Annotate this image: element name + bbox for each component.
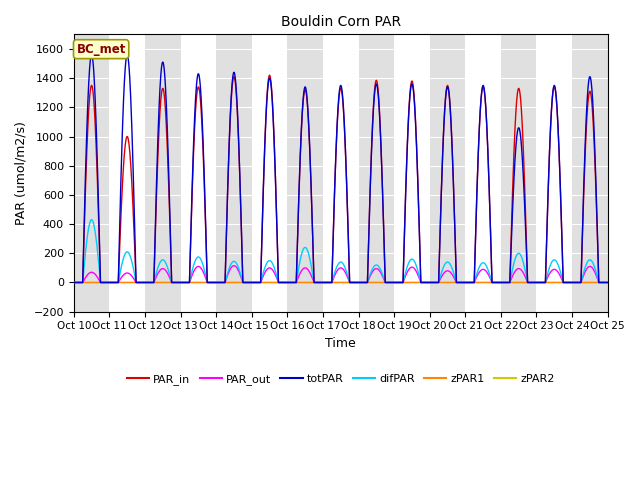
Bar bbox=[572, 35, 608, 312]
zPAR1 bbox=[593, 280, 601, 286]
difPAR bbox=[88, 217, 95, 223]
PAR_in bbox=[593, 226, 601, 232]
zPAR2 bbox=[70, 280, 77, 286]
PAR_in bbox=[298, 120, 305, 126]
difPAR bbox=[70, 280, 77, 286]
difPAR bbox=[593, 273, 601, 279]
PAR_in bbox=[536, 280, 543, 286]
zPAR2 bbox=[131, 280, 138, 286]
totPAR bbox=[88, 52, 95, 58]
zPAR1 bbox=[275, 280, 282, 286]
PAR_out bbox=[230, 263, 238, 269]
Bar bbox=[74, 35, 109, 312]
PAR_out bbox=[163, 268, 170, 274]
Y-axis label: PAR (umol/m2/s): PAR (umol/m2/s) bbox=[15, 121, 28, 225]
Bar bbox=[216, 35, 252, 312]
zPAR2 bbox=[536, 280, 543, 286]
zPAR1 bbox=[298, 280, 305, 286]
difPAR bbox=[298, 251, 305, 256]
PAR_in bbox=[275, 280, 282, 286]
Line: difPAR: difPAR bbox=[74, 220, 607, 283]
totPAR bbox=[536, 280, 543, 286]
X-axis label: Time: Time bbox=[325, 337, 356, 350]
totPAR bbox=[604, 280, 611, 286]
zPAR2 bbox=[604, 280, 611, 286]
PAR_out bbox=[604, 280, 611, 286]
Bar bbox=[501, 35, 536, 312]
zPAR1 bbox=[604, 280, 611, 286]
PAR_in bbox=[604, 280, 611, 286]
zPAR2 bbox=[275, 280, 282, 286]
Line: PAR_in: PAR_in bbox=[74, 75, 607, 283]
Title: Bouldin Corn PAR: Bouldin Corn PAR bbox=[281, 15, 401, 29]
Bar bbox=[287, 35, 323, 312]
PAR_out bbox=[70, 280, 77, 286]
Bar bbox=[358, 35, 394, 312]
totPAR bbox=[70, 280, 77, 286]
difPAR bbox=[536, 280, 543, 286]
difPAR bbox=[163, 262, 170, 267]
difPAR bbox=[131, 273, 139, 279]
zPAR2 bbox=[593, 280, 601, 286]
PAR_out bbox=[536, 280, 543, 286]
zPAR1 bbox=[70, 280, 77, 286]
totPAR bbox=[275, 280, 282, 286]
totPAR bbox=[593, 222, 601, 228]
Line: PAR_out: PAR_out bbox=[74, 266, 607, 283]
PAR_in bbox=[70, 280, 77, 286]
Bar bbox=[429, 35, 465, 312]
PAR_out bbox=[298, 267, 305, 273]
difPAR bbox=[275, 280, 282, 286]
totPAR bbox=[163, 106, 170, 111]
PAR_in bbox=[131, 243, 138, 249]
difPAR bbox=[604, 280, 611, 286]
Text: BC_met: BC_met bbox=[76, 43, 126, 56]
totPAR bbox=[298, 118, 305, 123]
PAR_out bbox=[131, 277, 138, 283]
Line: totPAR: totPAR bbox=[74, 55, 607, 283]
Legend: PAR_in, PAR_out, totPAR, difPAR, zPAR1, zPAR2: PAR_in, PAR_out, totPAR, difPAR, zPAR1, … bbox=[122, 370, 559, 389]
zPAR1 bbox=[131, 280, 138, 286]
PAR_out bbox=[593, 275, 601, 281]
PAR_out bbox=[275, 280, 282, 286]
Bar bbox=[145, 35, 180, 312]
totPAR bbox=[131, 230, 139, 236]
zPAR2 bbox=[163, 280, 170, 286]
zPAR2 bbox=[298, 280, 305, 286]
PAR_in bbox=[266, 72, 273, 78]
PAR_in bbox=[163, 122, 170, 128]
zPAR1 bbox=[163, 280, 170, 286]
zPAR1 bbox=[536, 280, 543, 286]
